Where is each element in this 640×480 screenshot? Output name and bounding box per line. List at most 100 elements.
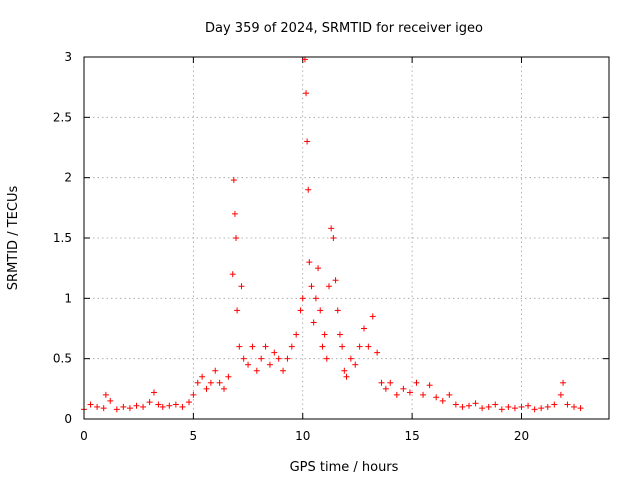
data-point <box>420 391 427 398</box>
data-point <box>166 402 173 409</box>
y-axis-label: SRMTID / TECUs <box>6 186 21 291</box>
data-point <box>299 295 306 302</box>
y-tick-label: 2.5 <box>53 110 72 124</box>
data-point <box>159 403 166 410</box>
data-point <box>439 397 446 404</box>
data-point <box>315 265 322 272</box>
data-point <box>284 355 291 362</box>
data-point <box>343 373 350 380</box>
data-point <box>231 210 238 217</box>
data-point <box>113 406 120 413</box>
data-point <box>216 379 223 386</box>
data-point <box>312 295 319 302</box>
data-point <box>387 379 394 386</box>
data-point <box>551 401 558 408</box>
y-tick-label: 2 <box>64 171 72 185</box>
data-point <box>323 355 330 362</box>
data-point <box>245 361 252 368</box>
data-point <box>234 307 241 314</box>
x-tick-label: 15 <box>404 429 419 443</box>
data-point <box>238 283 245 290</box>
data-point <box>452 401 459 408</box>
data-point <box>446 391 453 398</box>
data-point <box>280 367 287 374</box>
data-point <box>332 277 339 284</box>
data-point <box>378 379 385 386</box>
data-point <box>221 385 227 392</box>
data-point <box>306 259 313 266</box>
data-point <box>317 307 324 314</box>
data-point <box>382 385 389 392</box>
data-point <box>326 283 332 290</box>
data-point <box>303 90 310 97</box>
data-point <box>133 402 140 409</box>
data-point <box>207 379 214 386</box>
x-tick-label: 10 <box>295 429 310 443</box>
x-tick-label: 5 <box>190 429 198 443</box>
x-axis-label: GPS time / hours <box>290 460 399 475</box>
data-point <box>203 385 210 392</box>
data-point <box>365 343 372 350</box>
data-point <box>140 403 147 410</box>
data-point <box>334 307 341 314</box>
y-tick-label: 1.5 <box>53 231 72 245</box>
data-point <box>236 343 243 350</box>
data-point <box>369 313 376 320</box>
data-point <box>492 401 499 408</box>
data-point <box>498 406 505 413</box>
data-point <box>505 403 512 410</box>
data-point <box>308 283 315 290</box>
grid-lines <box>84 57 609 419</box>
data-point <box>229 271 236 278</box>
data-point <box>293 331 300 338</box>
data-point <box>538 405 545 412</box>
y-tick-label: 0.5 <box>53 352 72 366</box>
x-tick-label: 20 <box>514 429 529 443</box>
data-point <box>319 343 326 350</box>
data-point <box>172 401 179 408</box>
data-point <box>194 379 201 386</box>
data-point <box>102 391 109 398</box>
data-point <box>199 373 206 380</box>
data-point <box>304 138 311 145</box>
data-point <box>87 401 94 408</box>
data-point <box>426 382 433 389</box>
data-point <box>525 402 532 409</box>
data-point <box>230 177 237 184</box>
data-point <box>400 385 407 392</box>
data-point <box>271 349 278 356</box>
data-point <box>336 331 343 338</box>
data-point <box>155 401 162 408</box>
data-point <box>212 367 219 374</box>
data-point <box>571 403 577 410</box>
data-point <box>126 405 133 412</box>
data-point <box>544 403 551 410</box>
data-point <box>253 367 260 374</box>
data-point <box>577 405 584 412</box>
data-point <box>466 402 472 409</box>
data-point <box>347 355 354 362</box>
data-point <box>564 401 571 408</box>
data-point <box>297 307 304 314</box>
data-point <box>560 379 567 386</box>
data-point <box>266 361 273 368</box>
data-point <box>479 405 486 412</box>
data-point <box>518 403 525 410</box>
chart-title: Day 359 of 2024, SRMTID for receiver ige… <box>205 21 483 36</box>
data-point <box>275 355 282 362</box>
data-point <box>151 389 157 396</box>
data-point <box>328 225 335 232</box>
data-point <box>94 403 101 410</box>
data-points <box>81 56 584 413</box>
data-point <box>352 361 359 368</box>
data-point <box>146 399 153 406</box>
tick-labels: 0 5 10 15 20 0 0.5 1 1.5 2 2.5 3 <box>53 50 529 443</box>
data-point <box>459 403 466 410</box>
data-point <box>361 325 367 332</box>
data-point <box>249 343 256 350</box>
data-point <box>557 391 564 398</box>
data-point <box>258 355 265 362</box>
y-tick-label: 3 <box>64 50 72 64</box>
data-point <box>100 405 107 412</box>
